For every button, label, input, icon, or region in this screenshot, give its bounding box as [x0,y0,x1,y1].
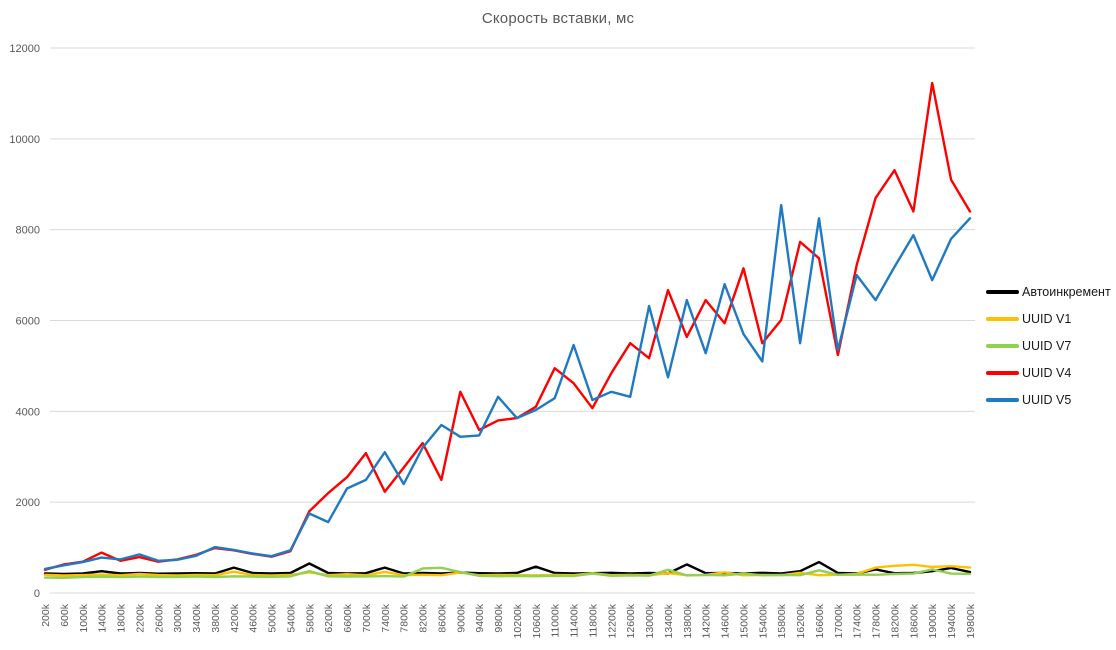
x-axis-label: 11800k [587,603,599,637]
legend-swatch-uuid-v1 [986,317,1019,321]
series-line-uuid-v4 [43,81,972,571]
x-axis-label: 12200k [606,603,618,638]
y-axis-label: 10000 [9,134,40,146]
legend-swatch-uuid-v4 [986,371,1019,375]
y-axis-labels: 0 2000 4000 6000 8000 10000 12000 [9,43,40,600]
legend-item-uuid-v5: UUID V5 [986,392,1111,408]
legend-label: UUID V1 [1022,312,1072,326]
y-axis-label: 6000 [16,316,40,328]
x-axis-label: 13000k [644,603,656,638]
y-axis-label: 4000 [16,406,40,418]
y-axis-label: 2000 [16,497,40,509]
x-axis-label: 7800k [399,603,411,632]
x-axis-label: 15400k [757,603,769,638]
x-axis-label: 17800k [871,603,883,638]
x-axis-label: 10600k [531,603,543,638]
x-axis-label: 1000k [78,603,90,632]
x-axis-label: 15000k [738,603,750,638]
x-axis-label: 17400k [852,603,864,638]
x-axis-label: 7400k [380,603,392,632]
x-axis-label: 2600k [153,603,165,632]
y-axis-label: 12000 [9,43,40,55]
y-axis-label: 8000 [16,225,40,237]
legend: Автоинкремент UUID V1 UUID V7 UUID V4 UU… [986,284,1111,408]
x-axis-label: 8600k [436,603,448,632]
x-axis-label: 3000k [172,603,184,632]
x-axis-label: 5400k [285,603,297,632]
x-axis-label: 4600k [248,603,260,632]
x-axis-label: 6600k [342,603,354,632]
x-axis-label: 1800k [116,603,128,632]
x-axis-label: 11000k [550,603,562,637]
legend-swatch-uuid-v5 [986,398,1019,402]
legend-item-autoincrement: Автоинкремент [986,284,1111,300]
x-axis-label: 17000k [833,603,845,638]
x-axis-label: 19000k [927,603,939,638]
x-axis-label: 1400k [97,603,109,632]
x-axis-label: 18600k [908,603,920,638]
x-axis-label: 3400k [191,603,203,632]
legend-label: UUID V4 [1022,366,1072,380]
x-axis-label: 5000k [267,603,279,632]
legend-label: UUID V5 [1022,393,1072,407]
x-axis-label: 10200k [512,603,524,638]
x-axis-label: 9000k [455,603,467,632]
legend-item-uuid-v4: UUID V4 [986,365,1111,381]
y-axis-label: 0 [34,588,40,600]
x-axis-label: 6200k [323,603,335,632]
x-axis-label: 15800k [776,603,788,638]
x-axis-label: 13400k [663,603,675,638]
series-lines [43,81,972,579]
x-axis-label: 7000k [361,603,373,632]
legend-swatch-uuid-v7 [986,344,1019,348]
x-axis-label: 3800k [210,603,222,632]
series-line-автоинкремент [43,560,972,576]
chart-title: Скорость вставки, мс [481,10,635,27]
x-axis-label: 8200k [418,603,430,632]
x-axis-label: 9400k [474,603,486,632]
x-axis-label: 9800k [493,603,505,632]
x-axis-label: 18200k [889,603,901,638]
x-axis-label: 5800k [304,603,316,632]
x-axis-label: 2200k [134,603,146,632]
x-axis-label: 19400k [946,603,958,638]
legend-swatch-autoincrement [986,290,1019,294]
x-axis-label: 12600k [625,603,637,638]
x-axis-label: 19800k [965,603,977,638]
x-axis-label: 14600k [720,603,732,638]
x-axis-label: 200k [40,603,52,627]
x-axis-label: 11400k [569,603,581,637]
legend-item-uuid-v1: UUID V1 [986,311,1111,327]
gridlines [50,47,975,594]
x-axis-label: 4200k [229,603,241,632]
legend-label: UUID V7 [1022,339,1072,353]
legend-item-uuid-v7: UUID V7 [986,338,1111,354]
series-line-uuid-v7 [43,566,972,579]
legend-label: Автоинкремент [1022,285,1111,299]
series-line-uuid-v5 [43,203,972,571]
x-axis-label: 14200k [701,603,713,638]
x-axis-labels: 200k 600k 1000k 1400k 1800k 2200k 2600k 3000k 34… [40,603,977,638]
x-axis-label: 600k [59,603,71,627]
x-axis-label: 13800k [682,603,694,638]
x-axis-label: 16600k [814,603,826,638]
x-axis-label: 16200k [795,603,807,638]
